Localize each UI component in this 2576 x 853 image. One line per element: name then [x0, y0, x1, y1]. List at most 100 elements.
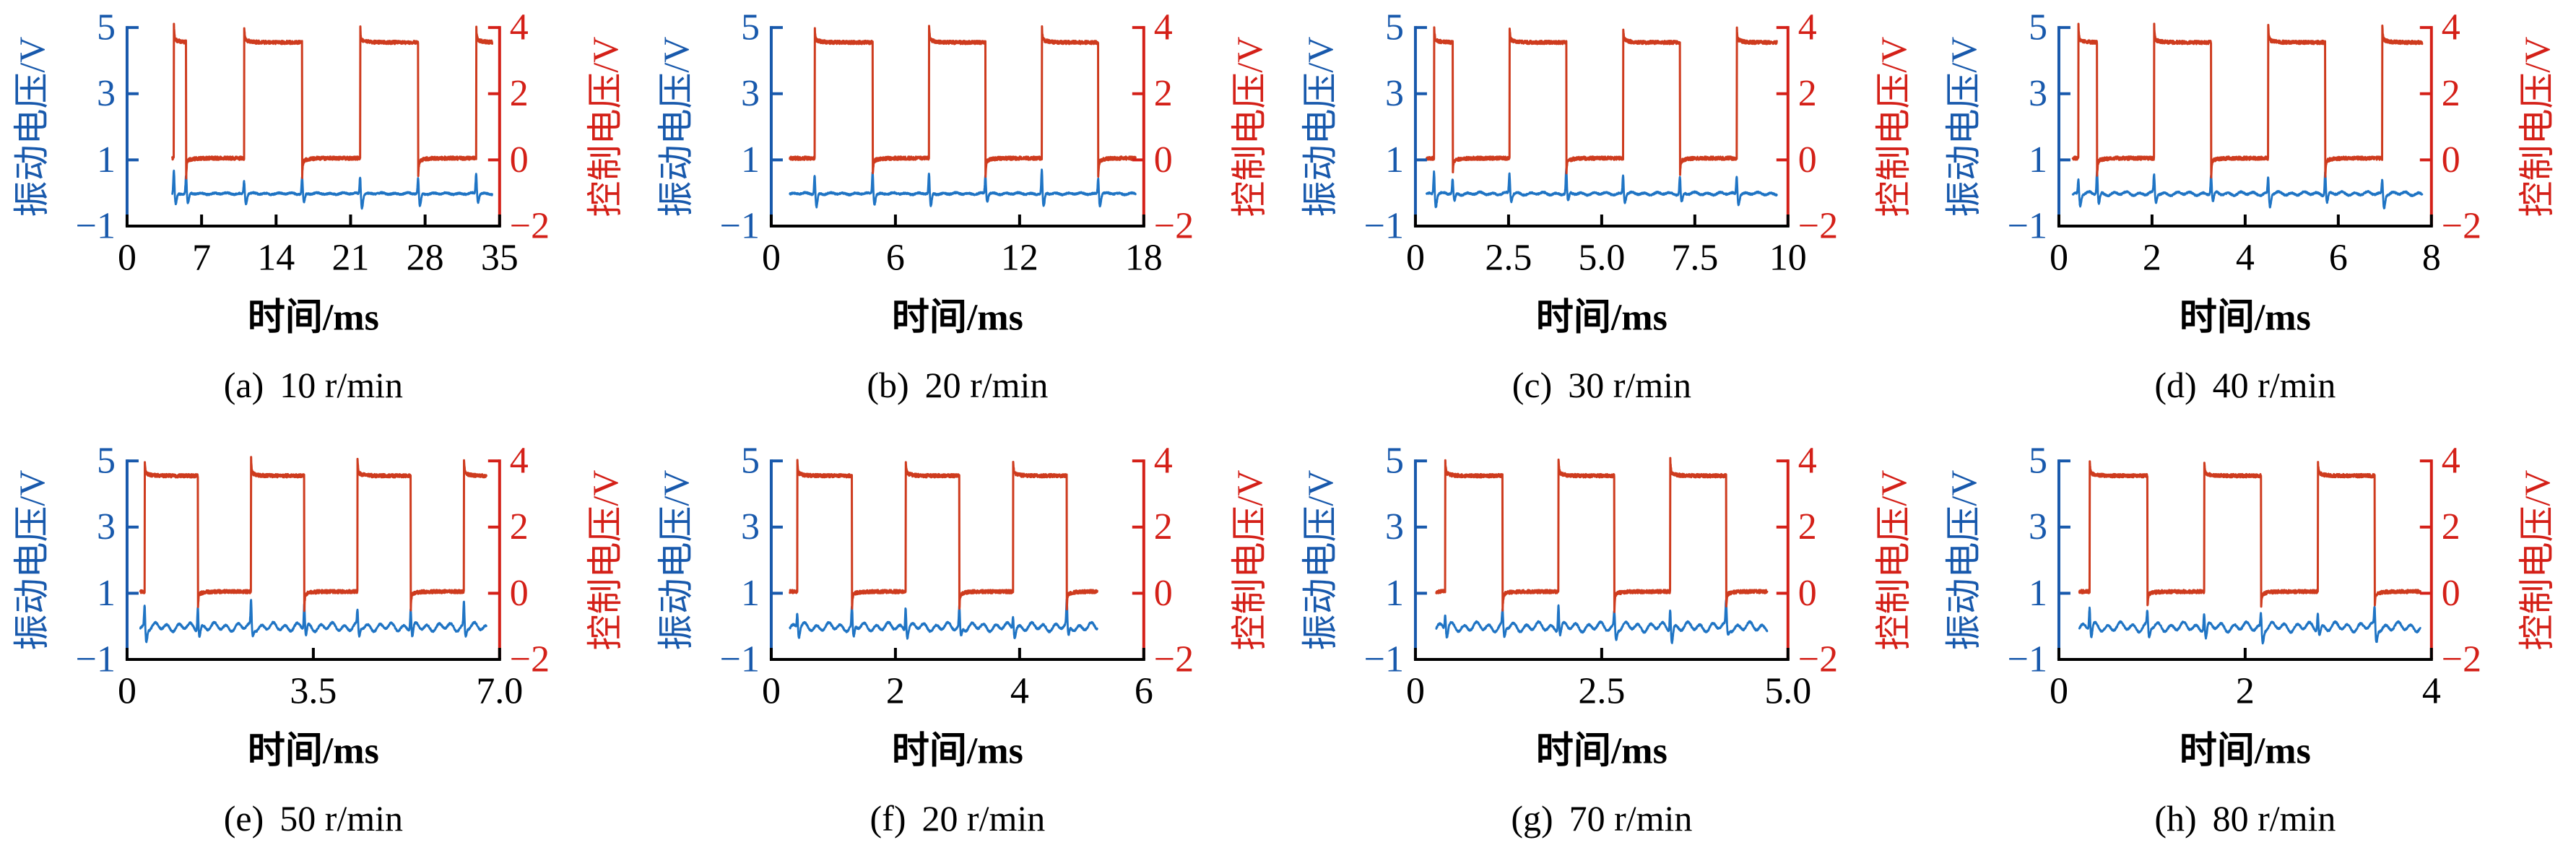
- x-axis: 0 2 4 6 时间/ms: [762, 647, 1153, 771]
- right-axis: 4 2 0 −2 控制电压/V: [1776, 441, 1914, 680]
- x-tick-label: 0: [118, 670, 136, 711]
- right-axis: 4 2 0 −2 控制电压/V: [1776, 7, 1914, 246]
- left-tick-label: 5: [2029, 441, 2047, 482]
- vibration-voltage-trace: [171, 169, 493, 210]
- trace-area: [171, 22, 494, 210]
- x-tick-label: 6: [886, 237, 905, 278]
- left-tick-label: 1: [1385, 139, 1404, 181]
- left-tick-label: 1: [1385, 573, 1404, 614]
- left-tick-label: −1: [76, 205, 116, 246]
- x-tick-label: 7.5: [1671, 237, 1718, 278]
- left-axis: 5 3 1 −1 振动电压/V: [656, 441, 783, 680]
- trace-area: [789, 25, 1137, 209]
- right-tick-label: 4: [510, 441, 529, 482]
- left-tick-label: 3: [2029, 73, 2047, 114]
- x-tick-label: 2: [2236, 670, 2255, 711]
- caption-index: (h): [2154, 798, 2196, 839]
- left-tick-label: −1: [1364, 205, 1404, 246]
- trace-area: [139, 456, 487, 644]
- caption-speed: 40 r/min: [2213, 365, 2336, 405]
- x-axis: 0 3.5 7.0 时间/ms: [118, 647, 523, 771]
- subplot-c: 5 3 1 −1 振动电压/V 4 2 0 −2 控制电压/V 0 2.5 5.0 7.5 10 时间/ms (…: [1300, 7, 1914, 405]
- control-voltage-trace: [1425, 26, 1778, 176]
- caption-index: (g): [1511, 798, 1553, 839]
- trace-area: [1435, 456, 1769, 644]
- control-voltage-trace: [789, 459, 1098, 611]
- right-tick-label: 4: [1154, 441, 1173, 482]
- left-tick-label: 5: [741, 441, 760, 482]
- subplot-caption: (g) 70 r/min: [1511, 798, 1692, 839]
- left-axis: 5 3 1 −1 振动电压/V: [656, 7, 783, 246]
- left-tick-label: 1: [97, 573, 116, 614]
- left-tick-label: 3: [97, 506, 116, 547]
- left-axis-label: 振动电压/V: [656, 37, 696, 217]
- x-tick-label: 18: [1125, 237, 1163, 278]
- caption-speed: 30 r/min: [1568, 365, 1691, 405]
- right-axis: 4 2 0 −2 控制电压/V: [487, 7, 625, 246]
- x-axis-label: 时间/ms: [2180, 297, 2311, 338]
- control-voltage-trace: [171, 22, 494, 180]
- left-axis: 5 3 1 −1 振动电压/V: [1300, 7, 1427, 246]
- right-tick-label: 2: [1154, 506, 1173, 547]
- trace-area: [2078, 460, 2421, 645]
- subplot-f: 5 3 1 −1 振动电压/V 4 2 0 −2 控制电压/V 0 2 4 6 时间/ms (f) 20 r/m…: [656, 441, 1270, 839]
- subplot-caption: (a) 10 r/min: [224, 365, 403, 405]
- left-tick-label: 1: [741, 139, 760, 181]
- subplot-caption: (f) 20 r/min: [870, 798, 1046, 839]
- right-tick-label: 0: [1798, 573, 1817, 614]
- x-tick-label: 2.5: [1485, 237, 1532, 278]
- left-axis: 5 3 1 −1 振动电压/V: [12, 7, 139, 246]
- right-axis: 4 2 0 −2 控制电压/V: [487, 441, 625, 680]
- x-tick-label: 28: [407, 237, 444, 278]
- left-tick-label: 5: [1385, 441, 1404, 482]
- right-axis: 4 2 0 −2 控制电压/V: [1132, 7, 1270, 246]
- x-axis: 0 2.5 5.0 时间/ms: [1406, 647, 1811, 771]
- right-tick-label: −2: [510, 638, 550, 680]
- left-tick-label: −1: [2008, 205, 2047, 246]
- x-axis: 0 7 14 21 28 35 时间/ms: [118, 214, 519, 338]
- right-tick-label: −2: [1154, 205, 1194, 246]
- left-axis: 5 3 1 −1 振动电压/V: [1300, 441, 1427, 680]
- right-tick-label: −2: [510, 205, 550, 246]
- caption-index: (f): [870, 798, 906, 839]
- vibration-voltage-trace: [139, 599, 487, 644]
- x-tick-label: 7: [192, 237, 211, 278]
- x-tick-label: 0: [2050, 670, 2068, 711]
- x-tick-label: 2: [886, 670, 905, 711]
- left-tick-label: 3: [97, 73, 116, 114]
- vibration-voltage-trace: [1435, 599, 1769, 644]
- right-tick-label: 2: [510, 506, 529, 547]
- caption-index: (a): [224, 365, 264, 405]
- right-tick-label: 2: [1798, 73, 1817, 114]
- left-tick-label: −1: [1364, 638, 1404, 680]
- vibration-voltage-trace: [2078, 605, 2421, 645]
- x-axis-label: 时间/ms: [248, 297, 379, 338]
- left-tick-label: 1: [741, 573, 760, 614]
- right-axis-label: 控制电压/V: [2517, 470, 2557, 651]
- trace-area: [2071, 22, 2424, 209]
- right-axis-label: 控制电压/V: [1873, 37, 1914, 217]
- subplot-g: 5 3 1 −1 振动电压/V 4 2 0 −2 控制电压/V 0 2.5 5.0 时间/ms (g) 70 …: [1300, 441, 1914, 839]
- x-tick-label: 3.5: [290, 670, 337, 711]
- right-tick-label: −2: [1154, 638, 1194, 680]
- left-tick-label: 1: [2029, 573, 2047, 614]
- x-tick-label: 0: [1406, 237, 1425, 278]
- left-tick-label: −1: [720, 638, 760, 680]
- left-axis-label: 振动电压/V: [656, 470, 696, 651]
- left-axis-label: 振动电压/V: [1943, 37, 1984, 217]
- left-axis-label: 振动电压/V: [1300, 37, 1340, 217]
- right-axis: 4 2 0 −2 控制电压/V: [2419, 7, 2557, 246]
- x-tick-label: 0: [2050, 237, 2068, 278]
- control-voltage-trace: [1435, 456, 1769, 613]
- left-tick-label: 3: [1385, 506, 1404, 547]
- left-tick-label: −1: [76, 638, 116, 680]
- right-axis-label: 控制电压/V: [1873, 470, 1914, 651]
- x-axis: 0 2 4 6 8 时间/ms: [2050, 214, 2441, 338]
- right-tick-label: 2: [510, 73, 529, 114]
- right-axis-label: 控制电压/V: [1229, 470, 1270, 651]
- x-tick-label: 4: [1010, 670, 1029, 711]
- x-tick-label: 6: [1135, 670, 1153, 711]
- caption-speed: 20 r/min: [925, 365, 1049, 405]
- right-tick-label: 0: [510, 139, 529, 181]
